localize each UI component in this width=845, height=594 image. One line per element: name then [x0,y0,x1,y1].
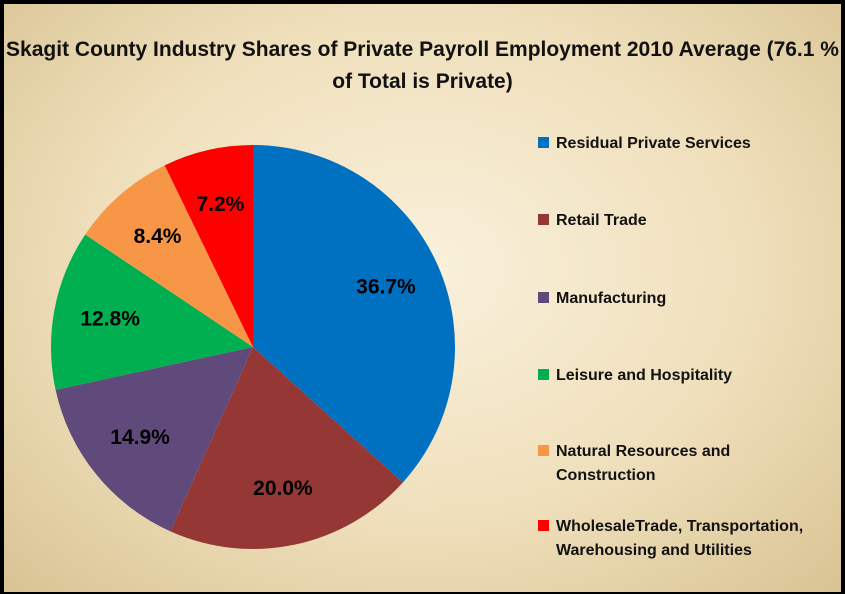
legend-item: Retail Trade [538,209,828,233]
data-label: 20.0% [253,477,313,500]
legend-item: Residual Private Services [538,132,828,156]
pie-slice [253,145,455,483]
data-label: 7.2% [196,193,244,216]
legend-swatch [538,369,549,380]
legend-label: Residual Private Services [556,135,751,152]
legend-label: WholesaleTrade, Transportation, Warehous… [556,518,804,559]
pie-slice [164,145,253,347]
data-label: 8.4% [134,225,182,248]
pie-slice [51,234,253,390]
legend-swatch [538,137,549,148]
data-label: 36.7% [356,276,416,299]
legend-item: Manufacturing [538,287,828,311]
legend-item: WholesaleTrade, Transportation, Warehous… [538,515,828,563]
data-label: 12.8% [80,307,140,330]
legend-label: Leisure and Hospitality [556,367,733,384]
pie-slice [55,347,253,532]
legend-swatch [538,292,549,303]
chart-title: Skagit County Industry Shares of Private… [6,38,839,93]
legend-swatch [538,520,549,531]
legend-label: Retail Trade [556,212,647,229]
legend-label: Natural Resources and Construction [556,443,731,484]
legend-label: Manufacturing [556,290,667,307]
pie-slice [170,347,403,550]
legend-item: Leisure and Hospitality [538,364,828,388]
data-label: 14.9% [110,426,170,449]
pie-slice [85,165,253,347]
legend-swatch [538,214,549,225]
pie-area: 36.7% 20.0% 14.9% 12.8% 8.4% 7.2% [51,145,455,550]
legend-swatch [538,445,549,456]
legend-item: Natural Resources and Construction [538,440,828,488]
